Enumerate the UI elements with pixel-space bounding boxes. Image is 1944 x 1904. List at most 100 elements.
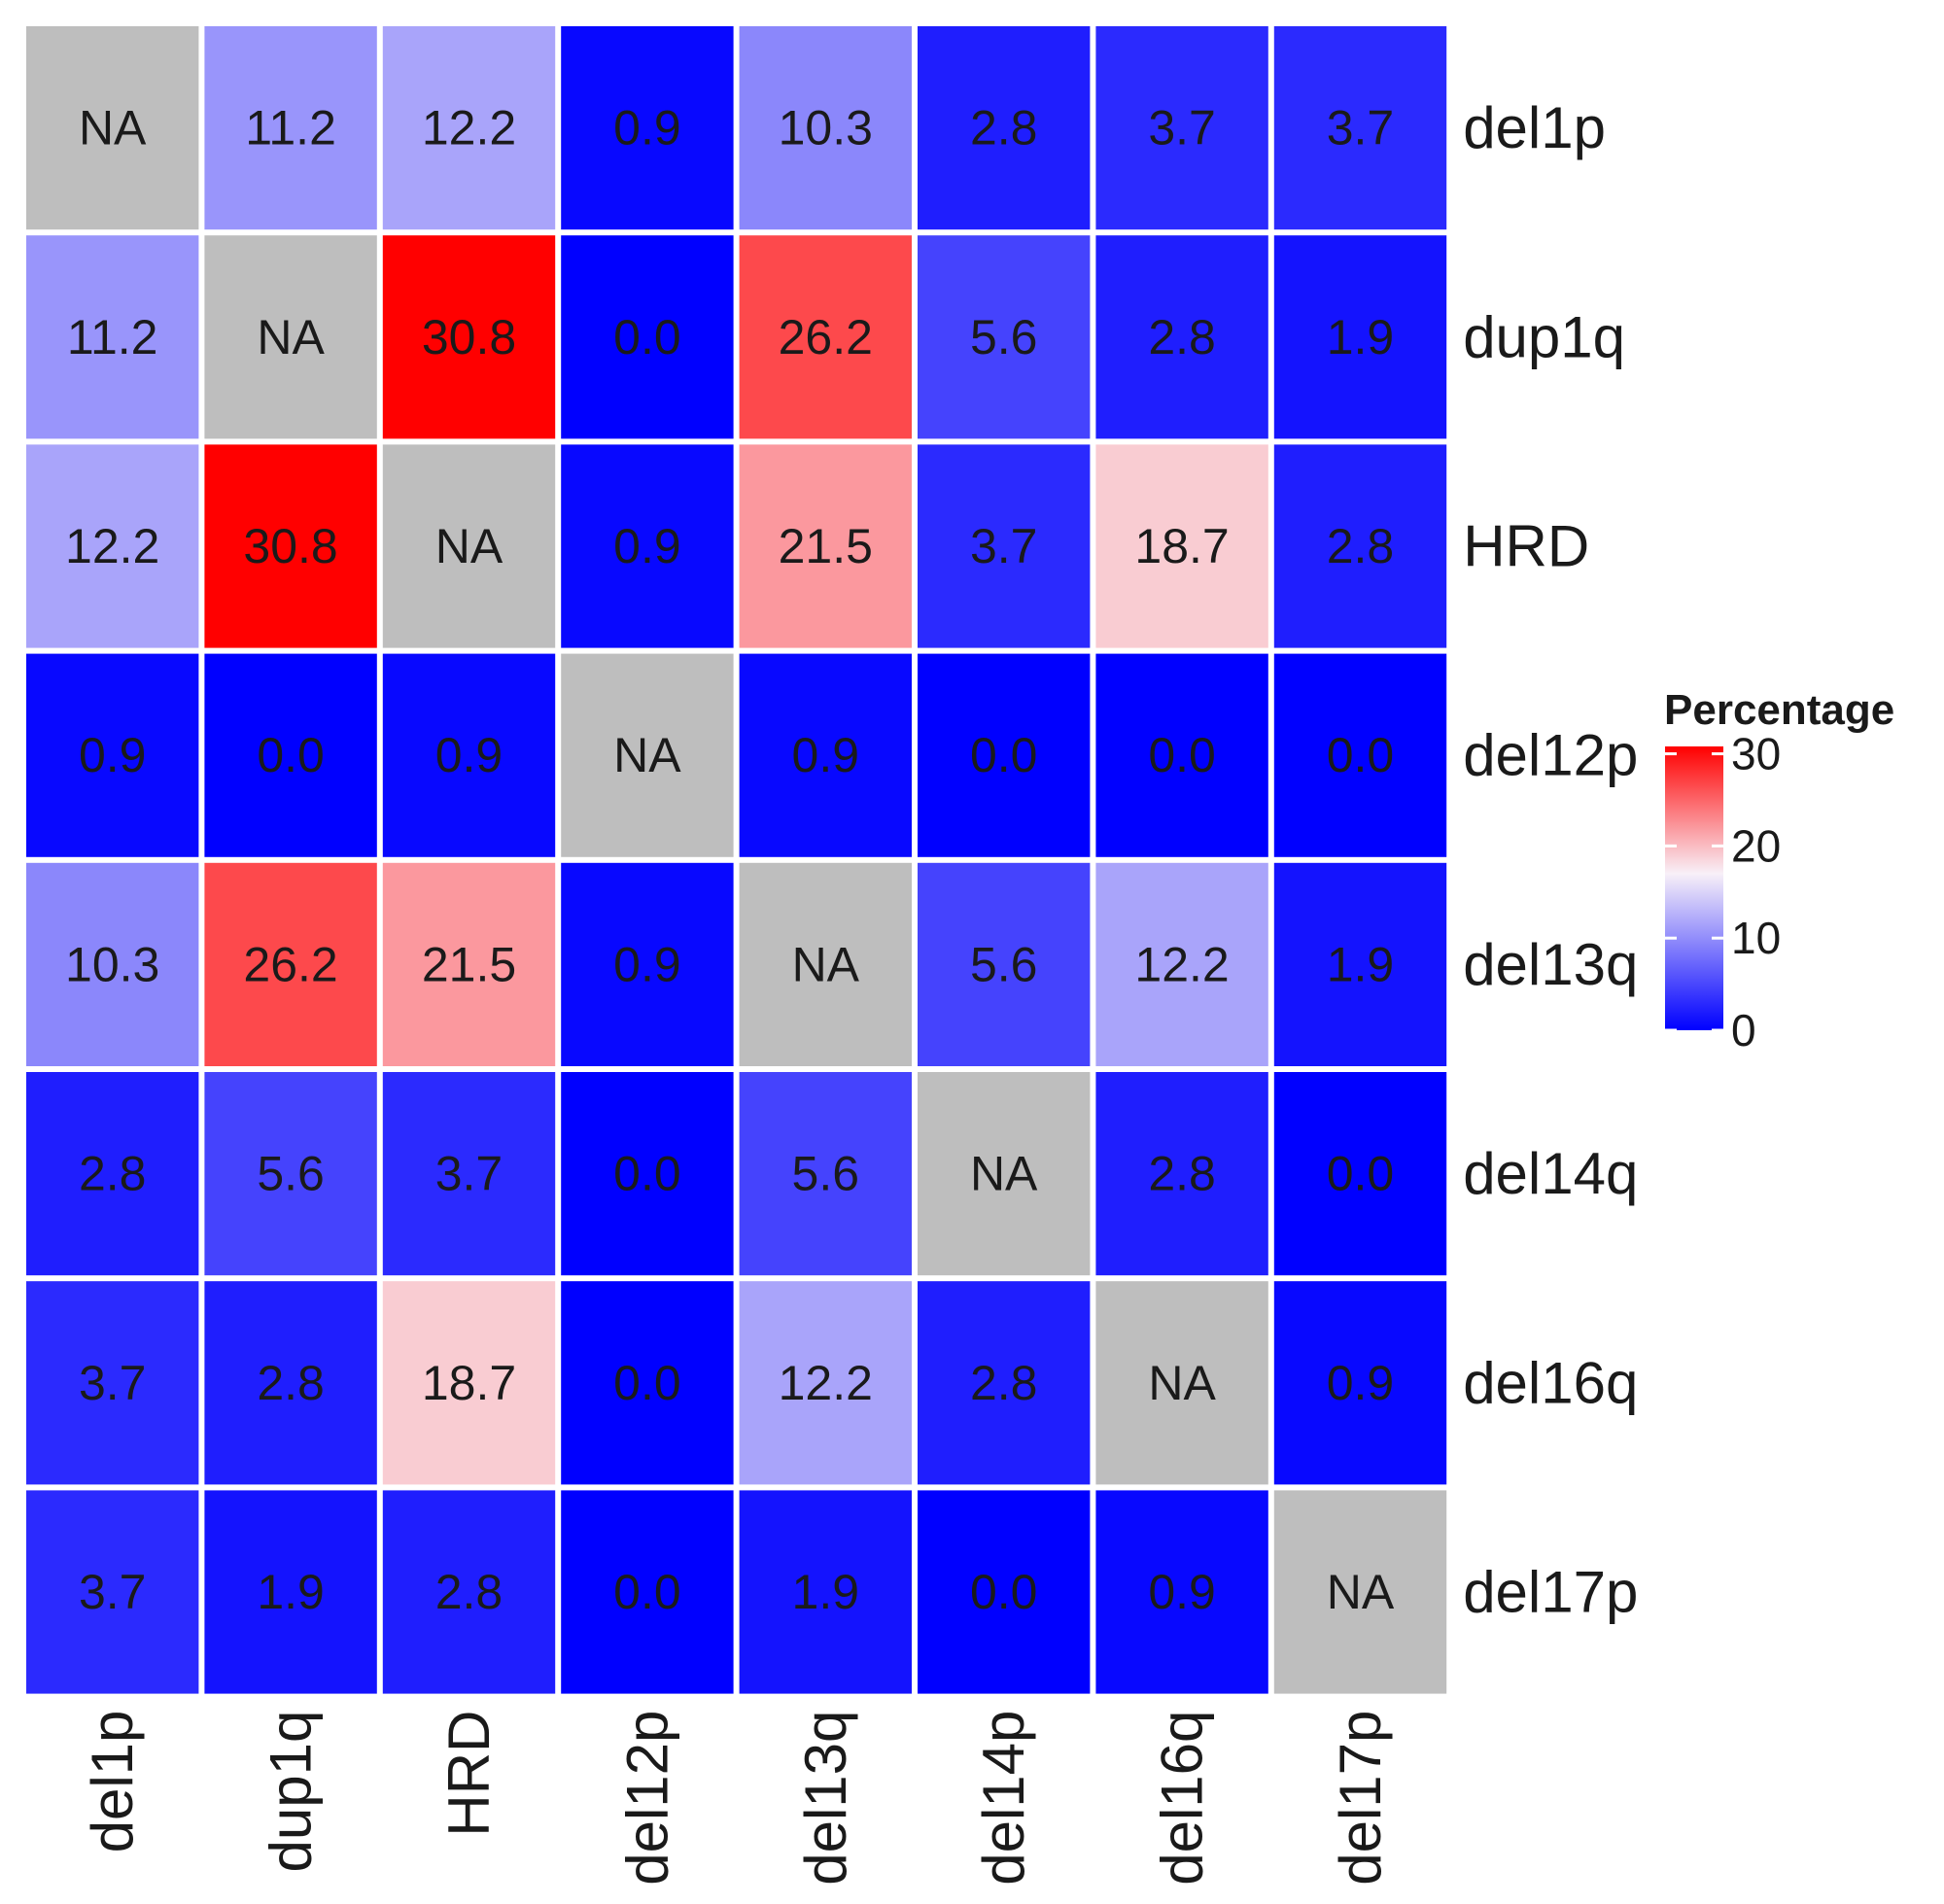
cell-value-label: NA (257, 310, 325, 364)
heatmap-cell (26, 1072, 199, 1276)
heatmap-cell (739, 862, 912, 1066)
cell-value-label: 5.6 (792, 1147, 860, 1201)
heatmap-cell (561, 862, 734, 1066)
cell-value-label: 30.8 (243, 519, 337, 573)
cell-value-label: 3.7 (970, 519, 1038, 573)
cell-value-label: 0.0 (613, 1147, 681, 1201)
cell-value-label: 5.6 (257, 1147, 325, 1201)
cell-value-label: 3.7 (79, 1565, 147, 1619)
heatmap-cell (918, 26, 1091, 230)
heatmap-cell (561, 1490, 734, 1694)
heatmap-cell (204, 444, 377, 648)
legend-tick-label: 10 (1731, 913, 1781, 963)
cell-value-label: 10.3 (779, 101, 873, 156)
cell-value-label: 0.0 (613, 1565, 681, 1619)
cell-value-label: 2.8 (435, 1565, 503, 1619)
column-label: del12p (614, 1711, 679, 1886)
cell-value-label: 5.6 (970, 937, 1038, 991)
legend-title: Percentage (1664, 686, 1894, 734)
cell-value-label: 0.0 (613, 310, 681, 364)
heatmap-cell (561, 1281, 734, 1485)
heatmap-cell (382, 1490, 556, 1694)
cell-value-label: NA (435, 519, 503, 573)
cell-value-label: 12.2 (1134, 937, 1229, 991)
row-label: dup1q (1463, 304, 1625, 369)
cell-value-label: 30.8 (422, 310, 516, 364)
legend: Percentage 0 10 20 30 (1664, 686, 1894, 1056)
cell-value-label: 0.0 (1148, 728, 1216, 782)
cell-value-label: 2.8 (1148, 1147, 1216, 1201)
heatmap-cell (561, 653, 734, 857)
cell-value-label: 2.8 (1148, 310, 1216, 364)
cell-value-label: 2.8 (970, 1356, 1038, 1410)
cell-value-label: 0.0 (1327, 1147, 1395, 1201)
row-label: del13q (1463, 932, 1638, 997)
heatmap-cell (1273, 235, 1447, 439)
cell-value-label: 2.8 (79, 1147, 147, 1201)
heatmap-cell (26, 1281, 199, 1485)
heatmap-cell (382, 1072, 556, 1276)
heatmap-cell (26, 235, 199, 439)
column-label: del13q (793, 1711, 858, 1886)
cell-value-label: 12.2 (779, 1356, 873, 1410)
cell-value-label: 0.0 (613, 1356, 681, 1410)
row-labels: del1p dup1q HRD del12p del13q del14q del16q del… (1463, 95, 1638, 1624)
column-label: del17p (1328, 1711, 1393, 1886)
column-labels: del1p dup1q HRD del12p del13q del14p del16q del… (80, 1711, 1393, 1886)
heatmap-cell (739, 1281, 912, 1485)
heatmap-cell (26, 653, 199, 857)
cell-value-label: 0.9 (613, 101, 681, 156)
cell-value-label: 21.5 (422, 937, 516, 991)
legend-tick-label: 20 (1731, 820, 1781, 871)
heatmap-cell (1273, 1072, 1447, 1276)
cell-value-label: NA (970, 1147, 1038, 1201)
cell-value-label: 12.2 (65, 519, 159, 573)
cell-value-label: 11.2 (67, 310, 158, 364)
cell-value-label: 1.9 (257, 1565, 325, 1619)
cell-value-label: 0.9 (613, 937, 681, 991)
heatmap-cell (382, 1281, 556, 1485)
heatmap-cell (204, 1490, 377, 1694)
heatmap-cell (561, 26, 734, 230)
heatmap-cell (918, 653, 1091, 857)
heatmap-cell (26, 444, 199, 648)
legend-ticks: 0 10 20 30 (1665, 729, 1781, 1056)
heatmap-cell (1273, 1490, 1447, 1694)
heatmap-cell (382, 444, 556, 648)
row-label: del17p (1463, 1560, 1638, 1625)
heatmap-cell (382, 26, 556, 230)
cell-value-label: 1.9 (1327, 310, 1395, 364)
cell-value-label: 1.9 (1327, 937, 1395, 991)
heatmap-cell (204, 1281, 377, 1485)
heatmap-cell (204, 235, 377, 439)
heatmap-cell (918, 1072, 1091, 1276)
heatmap-cell (1095, 862, 1268, 1066)
cell-value-label: 1.9 (792, 1565, 860, 1619)
cell-value-label: 3.7 (79, 1356, 147, 1410)
heatmap-cell (739, 1072, 912, 1276)
heatmap-cell (382, 235, 556, 439)
heatmap-cell (1273, 653, 1447, 857)
cell-value-label: NA (1148, 1356, 1216, 1410)
heatmap-cell (561, 1072, 734, 1276)
cell-value-label: 3.7 (435, 1147, 503, 1201)
cell-value-label: 3.7 (1327, 101, 1395, 156)
cell-value-label: 0.9 (79, 728, 147, 782)
heatmap-cell (918, 235, 1091, 439)
cell-value-label: 21.5 (779, 519, 873, 573)
heatmap-cells: NA 11.2 12.2 0.9 10.3 2.8 3.7 3.7 11.2 NA 30.8 0.0 2… (26, 26, 1447, 1694)
cell-value-label: 18.7 (422, 1356, 516, 1410)
heatmap-cell (561, 235, 734, 439)
legend-tick-label: 0 (1731, 1005, 1756, 1056)
cell-value-label: 0.0 (257, 728, 325, 782)
heatmap-cell (918, 444, 1091, 648)
cell-value-label: 2.8 (257, 1356, 325, 1410)
cell-value-label: 0.9 (613, 519, 681, 573)
heatmap-cell (739, 26, 912, 230)
column-label: HRD (436, 1711, 502, 1837)
heatmap-cell (1095, 1281, 1268, 1485)
heatmap-cell (739, 1490, 912, 1694)
heatmap-cell (1095, 235, 1268, 439)
heatmap-cell (1095, 26, 1268, 230)
cell-value-label: NA (613, 728, 681, 782)
